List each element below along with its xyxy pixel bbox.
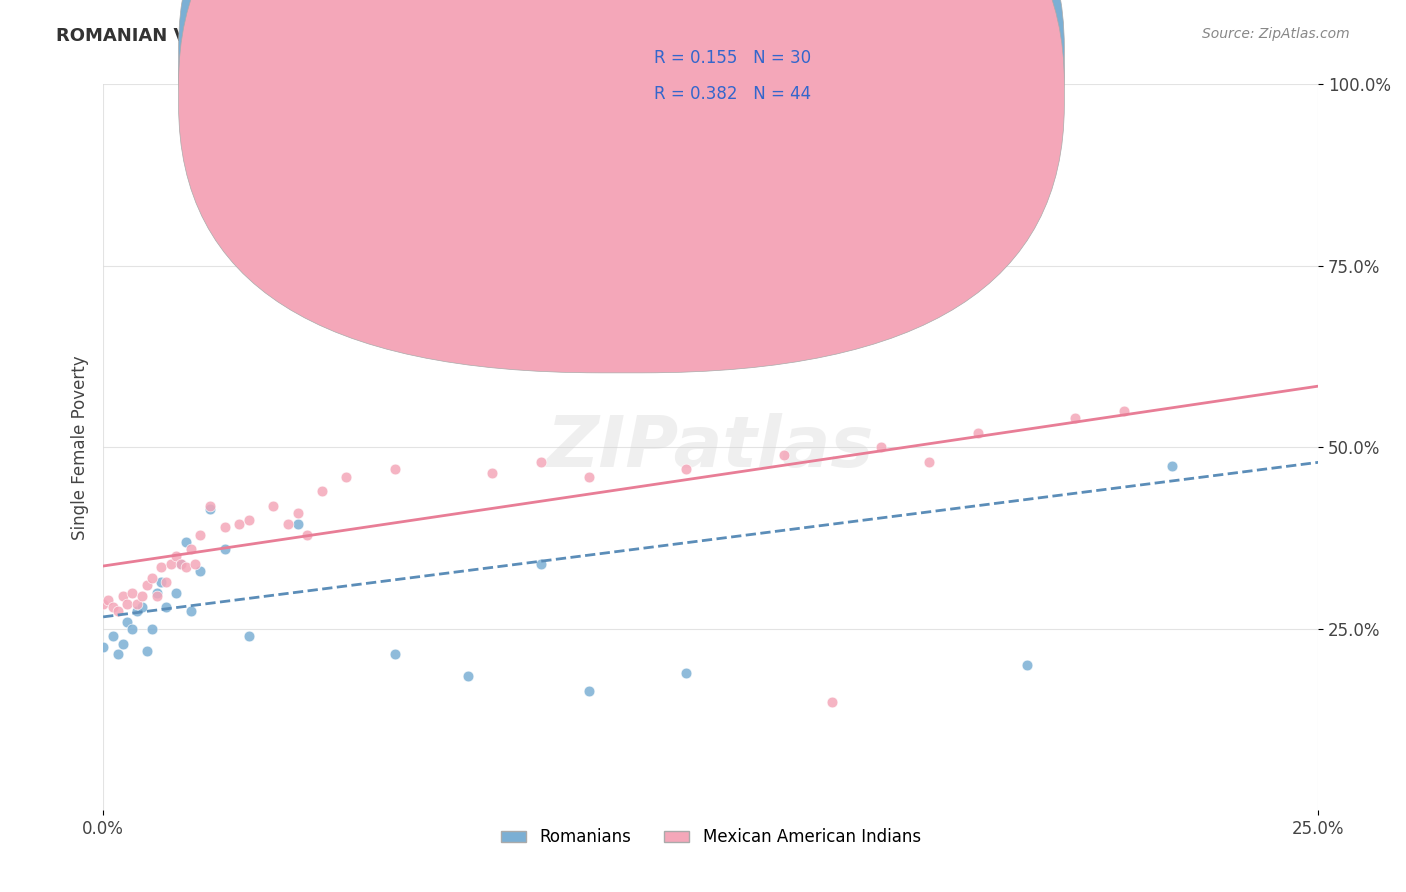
Point: [127, 597, 149, 611]
Point: [918, 455, 941, 469]
Point: [111, 636, 134, 650]
Point: [967, 425, 990, 440]
Point: [135, 644, 157, 658]
Point: [145, 590, 167, 604]
Point: [131, 600, 153, 615]
Point: [1112, 404, 1135, 418]
Point: [174, 534, 197, 549]
Point: [180, 542, 202, 557]
Point: [772, 448, 794, 462]
Point: [131, 590, 153, 604]
Point: [188, 527, 211, 541]
Point: [384, 648, 406, 662]
Point: [121, 585, 143, 599]
Point: [165, 585, 187, 599]
Point: [121, 622, 143, 636]
Point: [150, 560, 173, 574]
Point: [141, 571, 163, 585]
Point: [335, 469, 357, 483]
Point: [675, 665, 697, 680]
Point: [117, 597, 139, 611]
Text: R = 0.155   N = 30: R = 0.155 N = 30: [654, 49, 811, 67]
Point: [117, 615, 139, 629]
Point: [170, 557, 193, 571]
Point: [869, 441, 891, 455]
Point: [141, 622, 163, 636]
Text: Source: ZipAtlas.com: Source: ZipAtlas.com: [1202, 27, 1350, 41]
Point: [359, 237, 381, 252]
Point: [297, 527, 319, 541]
Point: [1161, 458, 1184, 473]
Point: [174, 560, 197, 574]
Point: [1015, 658, 1038, 673]
Point: [481, 466, 503, 480]
Point: [160, 557, 183, 571]
Y-axis label: Single Female Poverty: Single Female Poverty: [72, 355, 89, 540]
Point: [287, 506, 309, 520]
Point: [107, 604, 129, 618]
Point: [101, 600, 124, 615]
Point: [238, 629, 260, 643]
Point: [170, 557, 193, 571]
Point: [101, 629, 124, 643]
Point: [145, 585, 167, 599]
Point: [188, 564, 211, 578]
Point: [184, 557, 207, 571]
Point: [238, 513, 260, 527]
Point: [1064, 411, 1087, 425]
Point: [155, 600, 177, 615]
Point: [578, 469, 600, 483]
Point: [457, 669, 479, 683]
Point: [111, 590, 134, 604]
Point: [821, 695, 844, 709]
Point: [529, 455, 551, 469]
Point: [91, 640, 114, 654]
Point: [675, 462, 697, 476]
Text: R = 0.382   N = 44: R = 0.382 N = 44: [654, 85, 811, 103]
Point: [214, 520, 236, 534]
Point: [821, 99, 844, 113]
Point: [180, 604, 202, 618]
Point: [578, 683, 600, 698]
Point: [150, 574, 173, 589]
Point: [228, 516, 250, 531]
Point: [262, 499, 284, 513]
Point: [529, 557, 551, 571]
Point: [198, 502, 221, 516]
Legend: Romanians, Mexican American Indians: Romanians, Mexican American Indians: [494, 822, 928, 853]
Point: [135, 578, 157, 592]
Point: [107, 648, 129, 662]
Point: [155, 574, 177, 589]
Point: [97, 593, 120, 607]
Text: ROMANIAN VS MEXICAN AMERICAN INDIAN SINGLE FEMALE POVERTY CORRELATION CHART: ROMANIAN VS MEXICAN AMERICAN INDIAN SING…: [56, 27, 976, 45]
Point: [214, 542, 236, 557]
Point: [165, 549, 187, 564]
Point: [384, 462, 406, 476]
Point: [311, 483, 333, 498]
Point: [127, 604, 149, 618]
Point: [91, 597, 114, 611]
Point: [198, 499, 221, 513]
Point: [287, 516, 309, 531]
Point: [277, 516, 299, 531]
Text: ZIPatlas: ZIPatlas: [547, 413, 875, 482]
